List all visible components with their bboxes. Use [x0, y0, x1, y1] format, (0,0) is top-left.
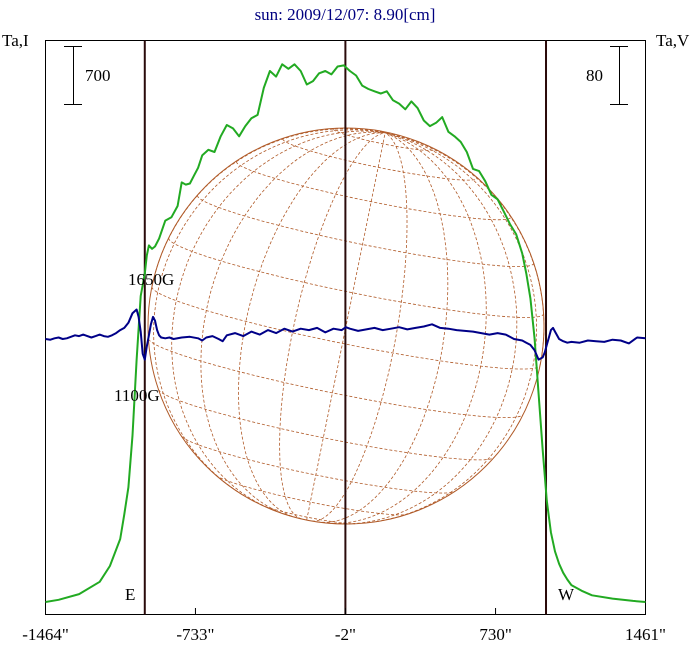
longitude-line — [153, 129, 386, 495]
x-tick-label-3: 730" — [479, 625, 511, 644]
x-tick-label-0: -1464" — [22, 625, 69, 644]
latitude-line — [148, 338, 524, 419]
x-tick-label-4: 1461" — [625, 625, 666, 644]
left-axis-label: Ta,I — [2, 31, 29, 50]
longitude-line — [376, 132, 538, 523]
longitude-line — [171, 130, 386, 511]
longitude-line — [342, 132, 518, 525]
chart-title: sun: 2009/12/07: 8.90[cm] — [255, 5, 436, 24]
latitude-line — [197, 195, 534, 267]
right-axis-label: Ta,V — [656, 31, 690, 50]
latitude-line — [236, 161, 512, 221]
solar-disk — [147, 127, 545, 525]
latitude-line — [260, 504, 355, 525]
latitude-line — [181, 436, 455, 494]
longitude-line — [279, 132, 386, 520]
right-scale-bar — [610, 46, 628, 105]
intensity-curve — [45, 63, 646, 603]
longitude-line — [328, 132, 487, 524]
longitude-line — [238, 132, 386, 519]
left-scale-bar-label: 700 — [85, 66, 111, 85]
east-limb-marker: E — [125, 585, 135, 604]
latitude-line — [151, 286, 541, 370]
latitude-line — [333, 129, 435, 151]
west-limb-marker: W — [558, 585, 575, 604]
left-scale-bar — [64, 46, 82, 105]
longitude-line — [311, 132, 408, 522]
x-tick-label-1: -733" — [176, 625, 214, 644]
polarization-curve — [45, 308, 646, 361]
latitude-line — [168, 237, 544, 318]
annotation-1650g: 1650G — [128, 270, 174, 289]
longitude-line — [200, 131, 386, 515]
latitude-line — [158, 389, 495, 461]
latitude-line — [282, 139, 478, 181]
right-scale-bar-label: 80 — [586, 66, 603, 85]
longitude-line — [316, 132, 449, 523]
x-tick-label-2: -2" — [335, 625, 356, 644]
annotation-1100g: 1100G — [114, 386, 160, 405]
